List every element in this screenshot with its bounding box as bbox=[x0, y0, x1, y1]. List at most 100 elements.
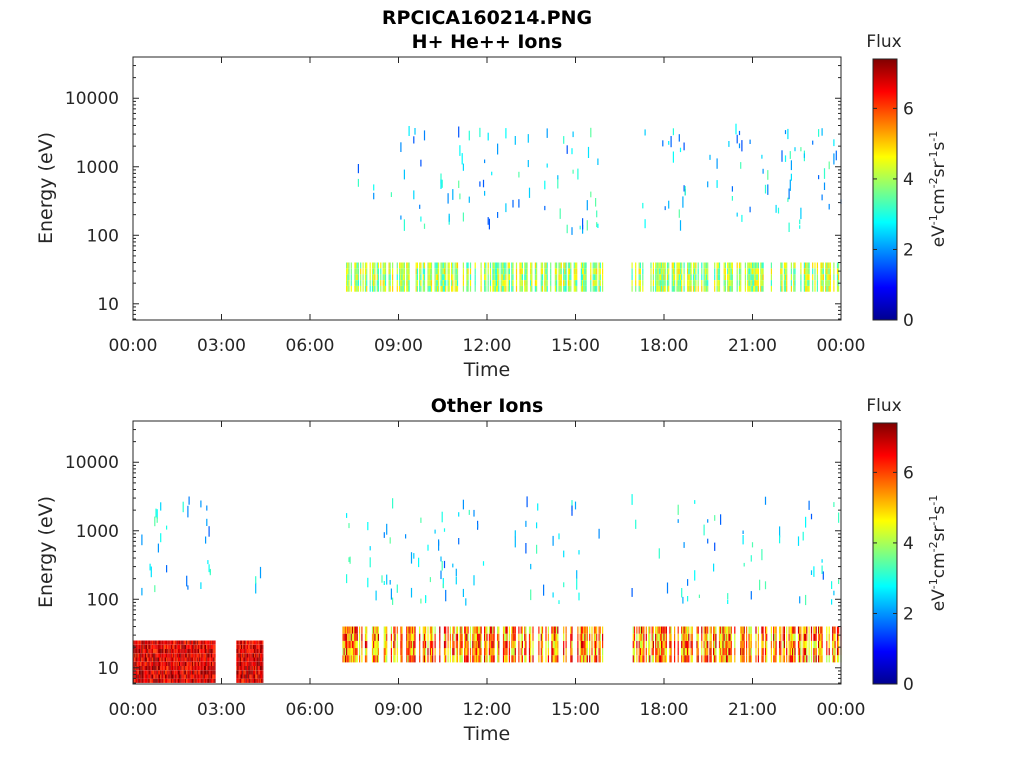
spectrogram-cell bbox=[486, 626, 488, 634]
spectrogram-cell bbox=[792, 640, 794, 649]
spectrogram-cell bbox=[393, 640, 395, 649]
spectrogram-cell bbox=[697, 648, 699, 656]
spectrogram-cell bbox=[466, 640, 468, 649]
spectrogram-cell bbox=[213, 678, 215, 683]
spectrogram-cell bbox=[245, 649, 247, 654]
spectrogram-cell bbox=[170, 644, 172, 649]
spectrogram-cell bbox=[569, 268, 571, 275]
spectrogram-cell bbox=[136, 670, 138, 675]
spectrogram-cell bbox=[166, 678, 168, 683]
spectrogram-cell bbox=[524, 268, 526, 275]
spectrogram-cell bbox=[779, 526, 781, 538]
spectrogram-cell bbox=[577, 633, 579, 641]
spectrogram-cell bbox=[714, 274, 716, 280]
spectrogram-cell bbox=[347, 648, 349, 656]
spectrogram-cell bbox=[636, 648, 638, 656]
spectrogram-cell bbox=[595, 280, 597, 286]
spectrogram-cell bbox=[156, 666, 158, 671]
spectrogram-cell bbox=[709, 633, 711, 641]
spectrogram-cell bbox=[155, 653, 157, 658]
spectrogram-cell bbox=[836, 633, 839, 641]
spectrogram-cell bbox=[574, 268, 577, 275]
spectrogram-cell bbox=[822, 262, 824, 269]
spectrogram-cell bbox=[770, 655, 772, 663]
spectrogram-cell bbox=[631, 285, 633, 292]
spectrogram-cell bbox=[383, 274, 385, 280]
spectrogram-cell bbox=[386, 626, 388, 634]
spectrogram-cell bbox=[430, 655, 433, 663]
spectrogram-cell bbox=[154, 674, 156, 679]
spectrogram-cell bbox=[746, 633, 748, 641]
spectrogram-cell bbox=[374, 268, 376, 275]
spectrogram-cell bbox=[691, 655, 693, 663]
spectrogram-cell bbox=[195, 678, 197, 683]
spectrogram-cell bbox=[386, 655, 388, 663]
spectrogram-cell bbox=[584, 262, 586, 269]
spectrogram-cell bbox=[657, 285, 659, 292]
spectrogram-cell bbox=[403, 169, 405, 180]
spectrogram-cell bbox=[135, 657, 137, 662]
spectrogram-cell bbox=[420, 285, 422, 292]
spectrogram-cell bbox=[528, 648, 531, 656]
spectrogram-cell bbox=[825, 274, 827, 280]
spectrogram-cell bbox=[188, 661, 190, 666]
spectrogram-cell bbox=[534, 268, 536, 275]
spectrogram-cell bbox=[506, 640, 508, 649]
spectrogram-cell bbox=[427, 262, 429, 269]
spectrogram-cell bbox=[550, 280, 552, 286]
spectrogram-cell bbox=[171, 666, 174, 671]
spectrogram-cell bbox=[655, 274, 657, 280]
spectrogram-cell bbox=[725, 655, 728, 663]
spectrogram-cell bbox=[511, 274, 513, 280]
spectrogram-cell bbox=[656, 274, 658, 280]
spectrogram-cell bbox=[202, 657, 204, 662]
spectrogram-cell bbox=[187, 649, 189, 654]
spectrogram-cell bbox=[245, 670, 247, 675]
spectrogram-cell bbox=[161, 640, 163, 645]
spectrogram-cell bbox=[350, 268, 352, 275]
spectrogram-cell bbox=[199, 640, 201, 645]
spectrogram-cell bbox=[371, 268, 374, 275]
spectrogram-cell bbox=[133, 678, 135, 683]
spectrogram-cell bbox=[663, 640, 665, 649]
spectrogram-cell bbox=[256, 678, 258, 683]
spectrogram-cell bbox=[703, 280, 705, 286]
spectrogram-cell bbox=[779, 535, 781, 544]
spectrogram-cell bbox=[451, 268, 453, 275]
spectrogram-cell bbox=[356, 274, 358, 280]
spectrogram-cell bbox=[681, 640, 683, 649]
spectrogram-cell bbox=[751, 262, 754, 269]
spectrogram-cell bbox=[687, 280, 689, 286]
spectrogram-cell bbox=[520, 655, 522, 663]
spectrogram-cell bbox=[652, 633, 654, 641]
spectrogram-cell bbox=[797, 536, 800, 546]
spectrogram-cell bbox=[460, 633, 462, 641]
spectrogram-cell bbox=[414, 633, 416, 641]
spectrogram-cell bbox=[430, 648, 433, 656]
spectrogram-cell bbox=[440, 556, 442, 562]
spectrogram-cell bbox=[435, 285, 437, 292]
spectrogram-cell bbox=[774, 640, 776, 649]
spectrogram-cell bbox=[166, 653, 168, 658]
spectrogram-cell bbox=[755, 268, 757, 275]
spectrogram-cell bbox=[427, 626, 429, 634]
spectrogram-cell bbox=[786, 655, 788, 663]
spectrogram-cell bbox=[371, 640, 374, 649]
spectrogram-cell bbox=[530, 589, 532, 601]
x-tick-label: 00:00 bbox=[109, 336, 158, 356]
spectrogram-cell bbox=[831, 599, 833, 605]
spectrogram-cell bbox=[353, 633, 355, 641]
spectrogram-cell bbox=[400, 655, 402, 663]
spectrogram-cell bbox=[750, 555, 752, 562]
spectrogram-cell bbox=[592, 268, 594, 275]
spectrogram-cell bbox=[250, 670, 252, 675]
spectrogram-cell bbox=[671, 280, 673, 286]
spectrogram-cell bbox=[176, 649, 178, 654]
spectrogram-cell bbox=[505, 274, 507, 280]
spectrogram-cell bbox=[818, 655, 820, 663]
spectrogram-cell bbox=[193, 657, 195, 662]
spectrogram-cell bbox=[696, 655, 698, 663]
spectrogram-cell bbox=[419, 633, 421, 641]
spectrogram-cell bbox=[487, 262, 489, 269]
spectrogram-cell bbox=[251, 649, 253, 654]
